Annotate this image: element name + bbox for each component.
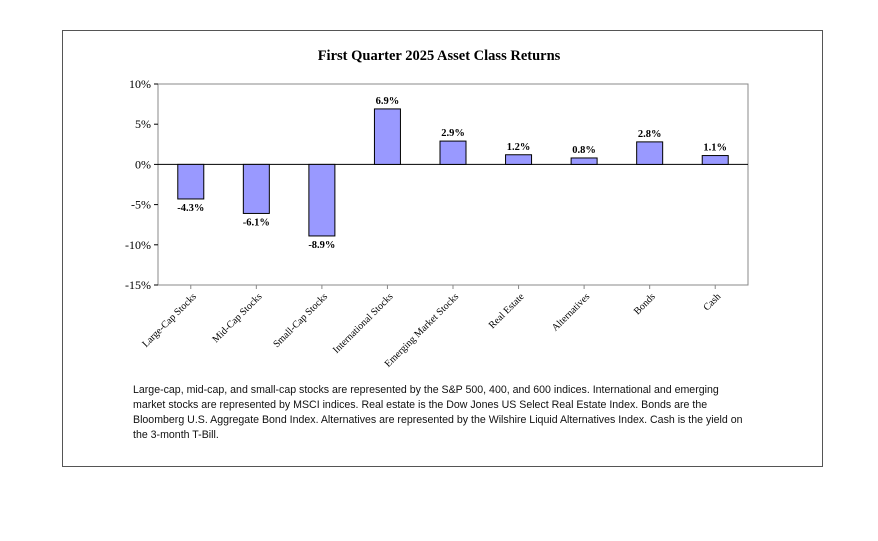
bar	[373, 108, 401, 165]
bar	[570, 157, 598, 165]
bar	[701, 155, 729, 165]
y-tick-label: -10%	[125, 238, 151, 252]
category-label: Large-Cap Stocks	[140, 291, 199, 350]
y-tick-label: -15%	[125, 278, 151, 292]
data-label: 1.2%	[507, 142, 531, 153]
category-label: Mid-Cap Stocks	[211, 291, 265, 345]
bar	[177, 163, 205, 200]
category-label: Emerging Market Stocks	[383, 291, 461, 369]
bar	[439, 140, 467, 165]
bar	[505, 154, 533, 165]
category-label: Cash	[701, 291, 723, 313]
data-label: 6.9%	[376, 96, 400, 107]
data-label: 2.8%	[638, 129, 662, 140]
data-label: 2.9%	[441, 128, 465, 139]
data-label: 1.1%	[703, 143, 727, 154]
data-label: -4.3%	[177, 203, 204, 214]
chart-footnote: Large-cap, mid-cap, and small-cap stocks…	[133, 384, 743, 441]
chart-frame	[62, 30, 823, 467]
bar	[242, 163, 270, 214]
data-label: -8.9%	[308, 240, 335, 251]
y-tick-label: 5%	[135, 117, 151, 131]
bar	[636, 141, 664, 165]
y-tick-label: 0%	[135, 157, 151, 171]
category-label: Real Estate	[487, 291, 527, 331]
chart-title: First Quarter 2025 Asset Class Returns	[317, 48, 561, 64]
category-label: International Stocks	[331, 291, 396, 356]
bar	[308, 163, 336, 237]
data-label: -6.1%	[243, 217, 270, 228]
data-label: 0.8%	[572, 145, 596, 156]
category-label: Alternatives	[550, 291, 592, 333]
y-tick-label: -5%	[131, 198, 151, 212]
category-label: Small-Cap Stocks	[271, 291, 330, 350]
y-tick-label: 10%	[129, 77, 151, 91]
category-label: Bonds	[632, 291, 658, 317]
